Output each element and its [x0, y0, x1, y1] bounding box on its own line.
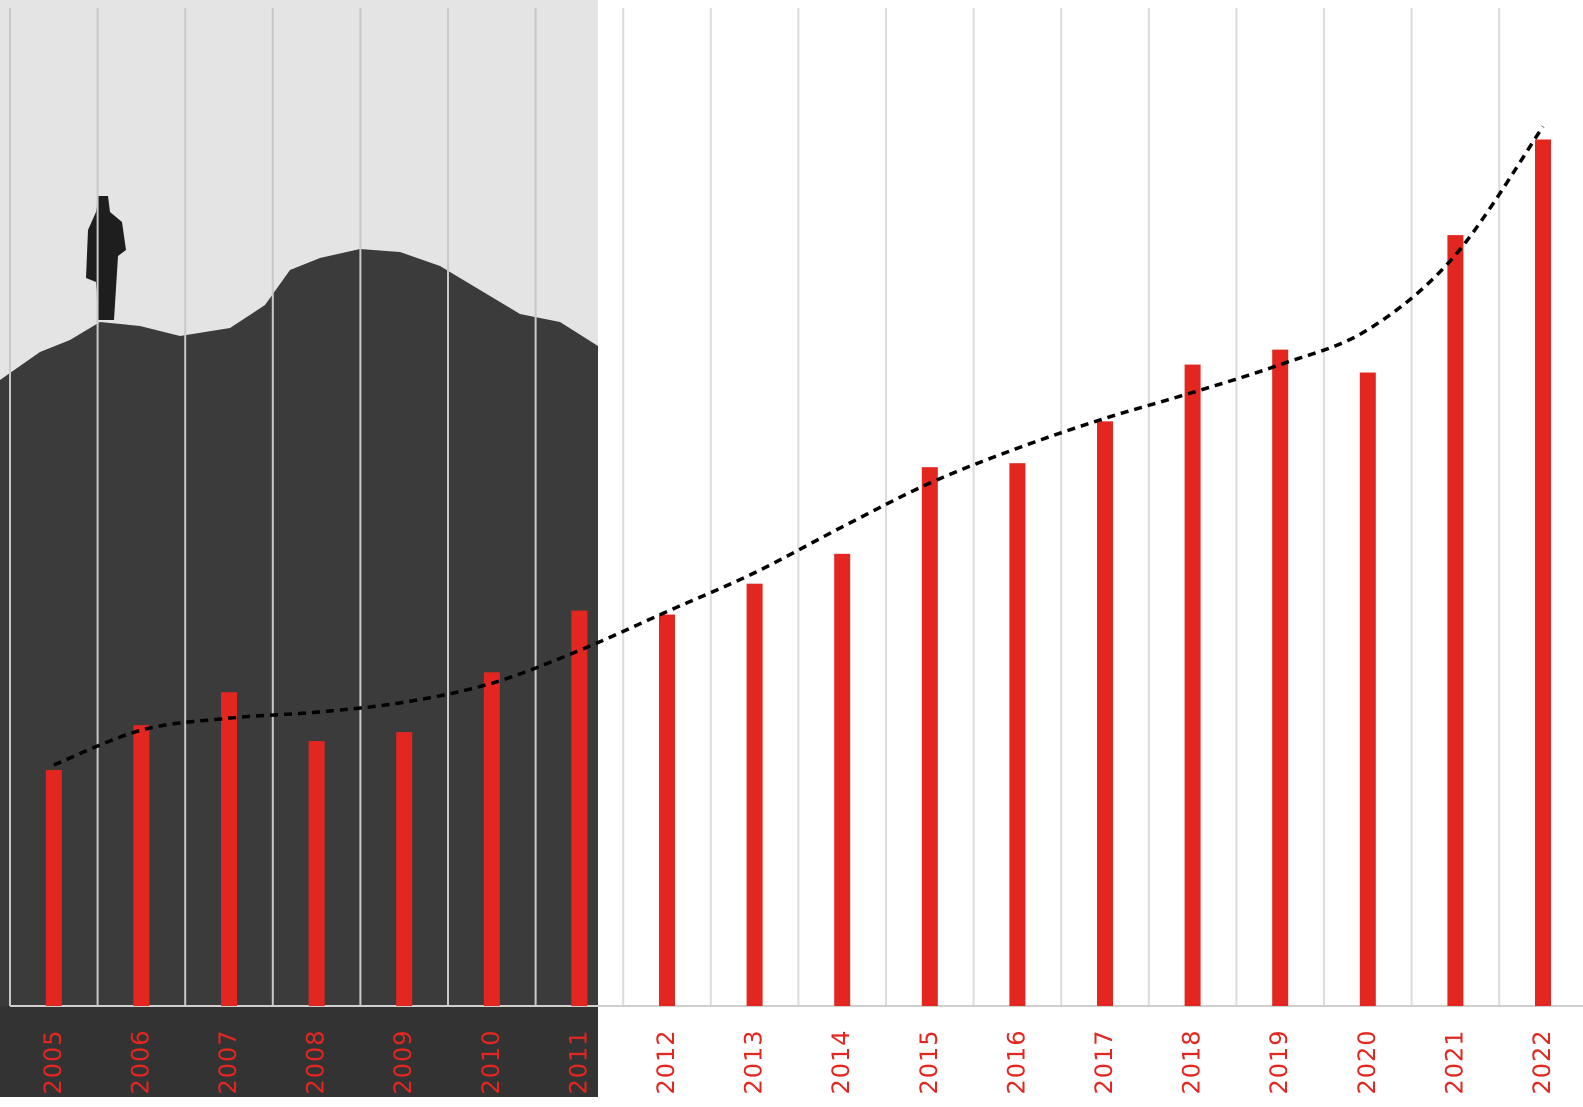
hill — [0, 249, 598, 1097]
bar — [133, 725, 149, 1006]
x-tick-label: 2013 — [740, 1029, 768, 1094]
bar — [1447, 235, 1463, 1006]
bar — [484, 672, 500, 1006]
x-tick-label: 2011 — [564, 1029, 592, 1094]
x-tick-label: 2010 — [477, 1029, 505, 1094]
x-tick-label: 2019 — [1265, 1029, 1293, 1094]
bar — [1097, 421, 1113, 1006]
x-tick-label: 2018 — [1178, 1029, 1206, 1094]
x-tick-label: 2007 — [214, 1029, 242, 1094]
bar — [571, 611, 587, 1006]
background-photo — [0, 0, 598, 1097]
bar — [747, 584, 763, 1006]
x-tick-label: 2020 — [1353, 1029, 1381, 1094]
x-tick-label: 2012 — [652, 1029, 680, 1094]
bar — [1272, 350, 1288, 1006]
bar — [1535, 139, 1551, 1006]
bar — [659, 615, 675, 1006]
bar — [1185, 365, 1201, 1006]
x-tick-label: 2014 — [827, 1029, 855, 1094]
bar — [1009, 463, 1025, 1006]
x-tick-label: 2017 — [1090, 1029, 1118, 1094]
x-tick-label: 2006 — [126, 1029, 154, 1094]
x-tick-label: 2008 — [302, 1029, 330, 1094]
x-tick-label: 2015 — [915, 1029, 943, 1094]
x-tick-label: 2016 — [1002, 1029, 1030, 1094]
x-tick-label: 2021 — [1440, 1029, 1468, 1094]
chart: 2005 2006 2007 2008 2009 2010 2011 2012 2013 2014… — [0, 0, 1583, 1107]
bar — [922, 467, 938, 1006]
x-tick-label: 2022 — [1528, 1029, 1556, 1094]
label-band — [0, 1006, 598, 1097]
x-tick-label: 2009 — [389, 1029, 417, 1094]
bar — [834, 554, 850, 1006]
bar — [396, 732, 412, 1006]
bar — [1360, 373, 1376, 1006]
bar — [309, 741, 325, 1006]
bar — [221, 692, 237, 1006]
x-tick-label: 2005 — [39, 1029, 67, 1094]
bar — [46, 770, 62, 1006]
